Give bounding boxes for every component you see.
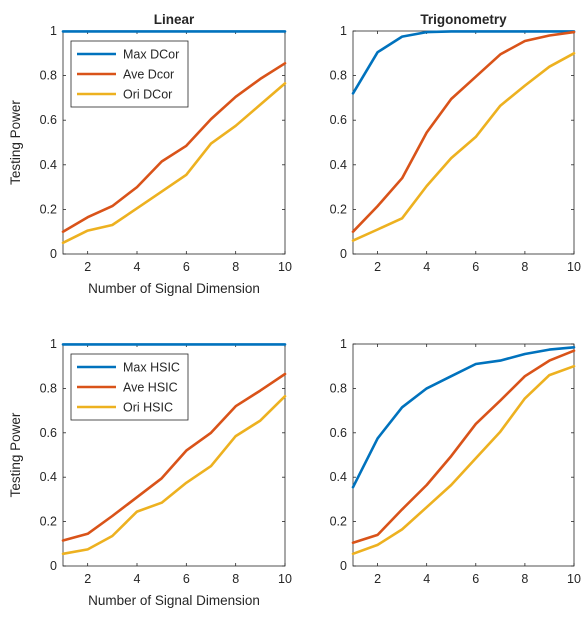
y-tick-label: 0.2 [40, 202, 57, 216]
plot-area [352, 30, 575, 255]
series-line-2 [61, 372, 287, 542]
x-tick-label: 10 [567, 572, 581, 586]
series-line-3 [351, 51, 576, 242]
x-tick-label: 10 [567, 260, 581, 274]
y-tick-label: 0.8 [330, 69, 347, 83]
series-line-3 [351, 364, 576, 556]
series-line-1 [351, 345, 576, 489]
x-tick-label: 8 [521, 260, 528, 274]
x-tick-label: 2 [84, 260, 91, 274]
legend-label: Max DCor [123, 48, 179, 62]
y-tick-label: 0.8 [40, 69, 57, 83]
y-tick-label: 0.2 [330, 202, 347, 216]
x-tick-label: 6 [472, 260, 479, 274]
legend-label: Max HSIC [123, 361, 180, 375]
y-tick-label: 0.8 [330, 381, 347, 395]
series-line-2 [61, 61, 287, 233]
x-tick-label: 10 [278, 572, 292, 586]
x-axis-label: Number of Signal Dimension [88, 281, 260, 296]
x-tick-label: 4 [423, 260, 430, 274]
subplot-1: 0 0.2 0.4 0.6 0.8 1 2 4 6 8 10 Linear Testing Power N… [8, 12, 292, 296]
y-tick-label: 0.6 [40, 426, 57, 440]
legend-label: Ori DCor [123, 88, 172, 102]
x-tick-label: 6 [183, 572, 190, 586]
x-tick-label: 4 [134, 572, 141, 586]
legend: Max DCor Ave Dcor Ori DCor [70, 40, 189, 108]
y-tick-label: 1 [340, 337, 347, 351]
x-tick-label: 6 [183, 260, 190, 274]
x-tick-label: 4 [134, 260, 141, 274]
y-tick-label: 0.4 [40, 470, 57, 484]
x-axis-label: Number of Signal Dimension [88, 593, 260, 608]
y-tick-label: 0 [340, 247, 347, 261]
series-line-3 [61, 394, 287, 556]
y-tick-label: 0 [340, 559, 347, 573]
y-tick-label: 0.8 [40, 381, 57, 395]
y-tick-label: 1 [50, 337, 57, 351]
y-axis-label: Testing Power [8, 412, 23, 497]
y-tick-label: 0.6 [40, 113, 57, 127]
subplot-2: 0 0.2 0.4 0.6 0.8 1 2 4 6 8 10 Trigonometry [330, 12, 581, 274]
y-tick-label: 0.4 [330, 158, 347, 172]
x-tick-label: 2 [374, 260, 381, 274]
legend-label: Ave Dcor [123, 68, 174, 82]
x-tick-label: 8 [521, 572, 528, 586]
y-tick-label: 1 [50, 24, 57, 38]
y-tick-label: 0.6 [330, 113, 347, 127]
y-tick-label: 0.4 [40, 158, 57, 172]
subplot-4: 0 0.2 0.4 0.6 0.8 1 2 4 6 8 10 [330, 337, 581, 586]
subplot-3: 0 0.2 0.4 0.6 0.8 1 2 4 6 8 10 Testing Power Number … [8, 337, 292, 608]
legend-label: Ori HSIC [123, 401, 173, 415]
y-tick-label: 0.4 [330, 470, 347, 484]
y-axis-label: Testing Power [8, 100, 23, 185]
legend: Max HSIC Ave HSIC Ori HSIC [70, 353, 189, 421]
y-tick-label: 1 [340, 24, 347, 38]
x-tick-label: 4 [423, 572, 430, 586]
series-line-2 [351, 30, 576, 233]
y-tick-label: 0 [50, 247, 57, 261]
x-tick-label: 6 [472, 572, 479, 586]
plot-area [352, 343, 575, 567]
y-tick-label: 0.6 [330, 426, 347, 440]
x-tick-label: 8 [232, 572, 239, 586]
series-line-2 [351, 349, 576, 545]
x-tick-label: 10 [278, 260, 292, 274]
y-tick-label: 0.2 [40, 515, 57, 529]
series-line-3 [61, 82, 287, 245]
x-tick-label: 8 [232, 260, 239, 274]
y-tick-label: 0.2 [330, 515, 347, 529]
series-line-1 [351, 30, 576, 95]
y-tick-label: 0 [50, 559, 57, 573]
x-tick-label: 2 [84, 572, 91, 586]
subplot-title: Linear [154, 12, 195, 27]
x-tick-label: 2 [374, 572, 381, 586]
legend-label: Ave HSIC [123, 381, 178, 395]
subplot-title: Trigonometry [420, 12, 507, 27]
